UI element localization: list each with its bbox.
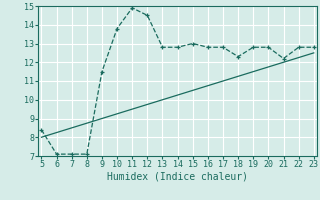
X-axis label: Humidex (Indice chaleur): Humidex (Indice chaleur)	[107, 172, 248, 182]
